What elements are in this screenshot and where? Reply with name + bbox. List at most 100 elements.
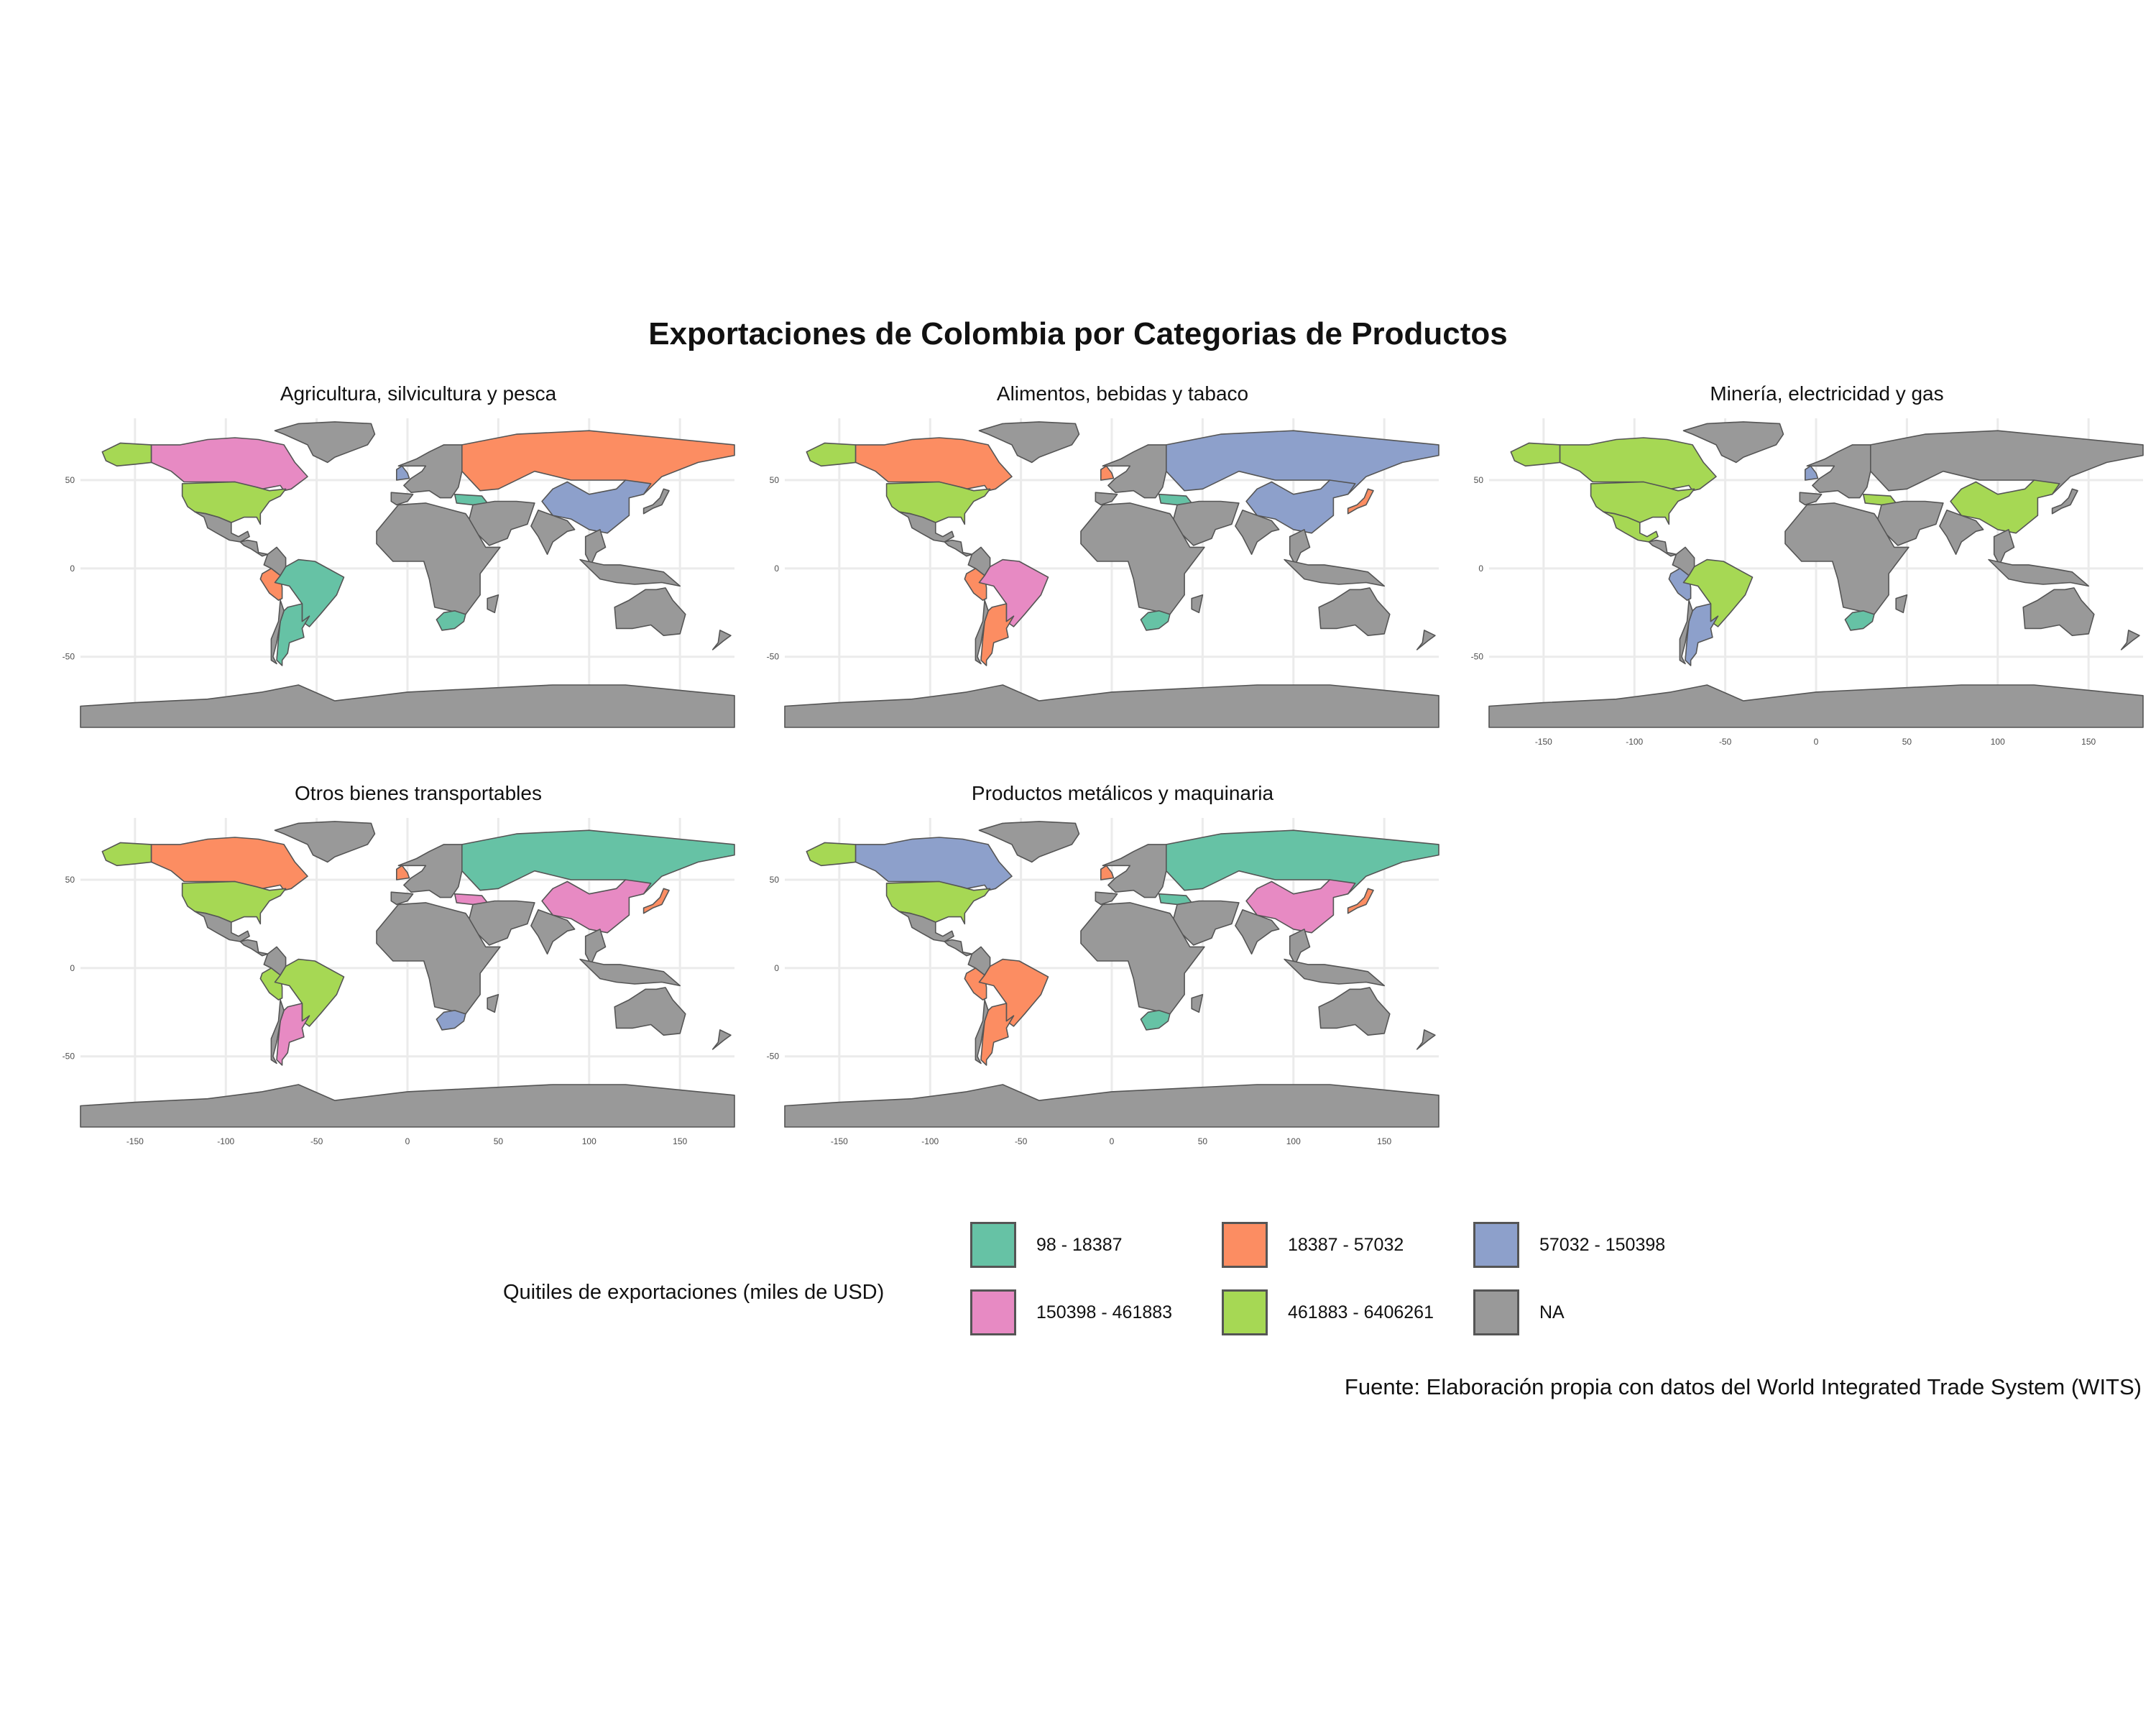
region-madagascar (487, 993, 499, 1013)
region-se-asia (1289, 929, 1311, 965)
region-europe (397, 844, 463, 898)
region-alaska (1510, 442, 1561, 467)
region-china (1950, 479, 2060, 534)
region-central-america (239, 539, 269, 557)
region-russia (1165, 430, 1439, 495)
region-africa (376, 502, 501, 615)
map-svg: 50 0 -50 -150 -100 -50 0 50 100 150 (767, 818, 1439, 1146)
region-indonesia (579, 558, 681, 587)
facet-panel-agricultura: Agricultura, silvicultura y pesca 50 0 -50 (63, 382, 756, 756)
map-svg: 50 0 -50 -150 -100 -50 0 50 100 150 (1471, 418, 2144, 747)
region-japan (642, 888, 670, 914)
region-mexico (1603, 511, 1659, 543)
region-madagascar (1191, 993, 1204, 1013)
region-spain (390, 891, 414, 906)
region-uk (1100, 465, 1115, 481)
region-nz (2120, 630, 2140, 650)
region-usa (181, 481, 287, 525)
region-brazil (978, 958, 1049, 1027)
facet-panel-mineria: Minería, electricidad y gas 50 0 -50 -150 -1… (1471, 382, 2156, 756)
region-africa (1080, 902, 1205, 1015)
region-usa (1590, 481, 1695, 525)
region-india (530, 909, 576, 954)
main-title: Exportaciones de Colombia por Categorias… (648, 316, 1508, 351)
x-tick-label: 100 (1991, 737, 2005, 747)
region-madagascar (1895, 594, 1908, 614)
region-greenland (1682, 421, 1784, 464)
region-antarctica (80, 684, 735, 728)
region-se-asia (584, 529, 607, 566)
region-europe (1102, 444, 1167, 499)
region-africa (1080, 502, 1205, 615)
region-india (1235, 909, 1280, 954)
region-south-africa (436, 1009, 466, 1031)
region-antarctica (784, 684, 1439, 728)
region-uk (395, 465, 410, 481)
region-spain (1095, 891, 1118, 906)
y-tick-label: 0 (1478, 564, 1483, 574)
legend-label: 98 - 18387 (1036, 1235, 1123, 1255)
region-australia (614, 587, 686, 637)
region-south-africa (436, 610, 466, 631)
x-tick-label: 50 (494, 1136, 504, 1146)
region-europe (1806, 444, 1871, 499)
region-japan (2051, 488, 2078, 515)
region-central-america (944, 539, 973, 557)
region-brazil (274, 958, 345, 1027)
region-greenland (978, 421, 1080, 464)
region-se-asia (584, 929, 607, 965)
region-peru (964, 568, 987, 601)
region-uk (1804, 465, 1819, 481)
region-uk (395, 865, 410, 880)
legend-label: 18387 - 57032 (1288, 1235, 1404, 1255)
y-tick-label: 0 (70, 963, 75, 973)
region-africa (1784, 502, 1909, 615)
region-central-america (1648, 539, 1677, 557)
facet-title: Otros bienes transportables (295, 782, 542, 804)
region-chile (975, 999, 989, 1064)
region-mexico (898, 911, 954, 942)
region-europe (397, 444, 463, 499)
region-china (1245, 479, 1356, 534)
map-svg: 50 0 -50 -150 -100 -50 0 50 100 150 (63, 818, 735, 1146)
region-indonesia (1284, 958, 1386, 987)
region-nz (1416, 1029, 1436, 1050)
region-china (541, 879, 652, 934)
x-tick-label: -150 (1535, 737, 1552, 747)
x-tick-label: 50 (1902, 737, 1912, 747)
y-tick-label: 50 (1474, 475, 1484, 485)
facet-title: Minería, electricidad y gas (1710, 382, 1944, 405)
region-russia (461, 829, 735, 895)
region-canada (1559, 437, 1717, 495)
region-alaska (806, 442, 857, 467)
region-antarctica (784, 1084, 1439, 1128)
region-brazil (274, 558, 345, 627)
region-alaska (806, 842, 857, 867)
region-south-africa (1140, 1009, 1171, 1031)
legend-key-q5 (1222, 1289, 1268, 1335)
y-tick-label: 50 (65, 475, 75, 485)
region-australia (614, 987, 686, 1036)
region-se-asia (1289, 529, 1311, 566)
region-chile (270, 599, 285, 665)
region-brazil (1682, 558, 1754, 627)
region-alaska (101, 842, 152, 867)
facet-panel-otros: Otros bienes transportables 50 0 -50 -150 -1… (63, 782, 756, 1156)
region-nz (1416, 630, 1436, 650)
x-tick-label: -50 (1719, 737, 1732, 747)
legend-key-q4 (970, 1289, 1016, 1335)
facet-title: Agricultura, silvicultura y pesca (280, 382, 557, 405)
region-russia (1165, 829, 1439, 895)
region-antarctica (80, 1084, 735, 1128)
region-japan (1347, 888, 1374, 914)
region-canada (854, 437, 1013, 495)
legend-key-na (1473, 1289, 1519, 1335)
region-japan (642, 488, 670, 515)
x-tick-label: -50 (310, 1136, 323, 1146)
region-australia (1318, 587, 1391, 637)
facet-panel-alimentos: Alimentos, bebidas y tabaco 50 0 -50 (767, 382, 1460, 756)
legend-label: NA (1539, 1302, 1565, 1322)
region-mexico (194, 511, 250, 543)
region-chile (1679, 599, 1693, 665)
region-spain (1799, 492, 1823, 506)
